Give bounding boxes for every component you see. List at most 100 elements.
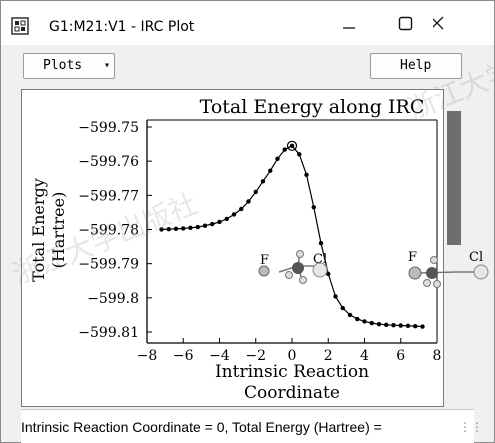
atom-label-cl: Cl (469, 250, 483, 265)
atom-label-f: F (260, 253, 269, 268)
data-point[interactable] (398, 323, 403, 328)
data-point[interactable] (289, 143, 295, 148)
x-tick-label: −2 (245, 348, 266, 364)
irc-chart: Total Energy along IRC −599.75−599.76−59… (29, 96, 442, 403)
x-axis-label: Intrinsic Reaction Coordinate (215, 362, 369, 403)
data-point[interactable] (239, 206, 244, 212)
data-point[interactable] (311, 205, 316, 210)
close-icon (430, 16, 444, 30)
h-atom (433, 280, 441, 288)
cl-atom (312, 262, 328, 278)
data-point[interactable] (318, 240, 324, 246)
x-tick-label: 8 (433, 348, 442, 364)
y-tick-label: −599.8 (87, 291, 139, 307)
plots-label: Plots (43, 58, 83, 73)
help-button[interactable]: Help (370, 53, 462, 79)
carbon-atom (292, 262, 304, 274)
minimize-icon (343, 27, 355, 29)
data-points (159, 140, 425, 329)
data-point[interactable] (195, 224, 200, 230)
y-tick-label: −599.81 (78, 325, 139, 341)
data-point[interactable] (275, 156, 280, 161)
cl-atom (473, 264, 489, 280)
x-tick-label: 2 (324, 348, 333, 364)
data-point[interactable] (384, 322, 389, 328)
data-point[interactable] (369, 320, 374, 326)
molecule-left: F Cl (258, 250, 328, 284)
data-point[interactable] (282, 147, 287, 152)
h-atom (299, 276, 307, 284)
data-point[interactable] (355, 316, 360, 322)
h-atom (430, 256, 438, 264)
data-point[interactable] (333, 294, 338, 299)
data-point[interactable] (260, 179, 266, 184)
h-atom (423, 279, 431, 287)
data-point[interactable] (304, 172, 309, 178)
data-point[interactable] (173, 226, 179, 232)
x-tick-label: −8 (137, 348, 158, 364)
data-point[interactable] (376, 321, 382, 327)
minimize-button[interactable] (321, 1, 377, 45)
data-point[interactable] (362, 319, 367, 324)
title-bar[interactable]: G1:M21:V1 - IRC Plot (1, 1, 494, 45)
data-point[interactable] (231, 212, 237, 217)
data-point[interactable] (181, 226, 186, 231)
data-point[interactable] (340, 305, 345, 311)
resize-grip-icon[interactable]: ⋮⋮ (459, 420, 483, 434)
data-point[interactable] (347, 312, 353, 318)
data-point[interactable] (268, 168, 273, 173)
data-point[interactable] (210, 221, 215, 227)
window-title: G1:M21:V1 - IRC Plot (49, 19, 195, 35)
atom-label-f: F (408, 250, 417, 265)
f-atom (258, 265, 270, 277)
data-point[interactable] (326, 271, 331, 277)
data-point[interactable] (224, 216, 229, 222)
atom-label-cl: Cl (313, 252, 327, 267)
status-bar: Intrinsic Reaction Coordinate = 0, Total… (21, 409, 483, 443)
data-point[interactable] (202, 223, 208, 228)
data-point[interactable] (188, 225, 193, 230)
status-text: Intrinsic Reaction Coordinate = 0, Total… (21, 419, 382, 435)
data-point[interactable] (166, 226, 171, 232)
plot-area: Total Energy along IRC −599.75 −599.76 −59… (21, 89, 444, 407)
energy-curve (161, 145, 423, 328)
molecule-right: F Cl (408, 250, 489, 288)
selected-point-marker (286, 140, 298, 151)
h-atom (296, 250, 304, 258)
x-tick-label: 4 (360, 348, 369, 364)
maximize-button[interactable] (377, 1, 433, 45)
data-point[interactable] (413, 323, 418, 329)
data-point[interactable] (159, 227, 164, 232)
x-tick-label: 6 (396, 348, 405, 364)
f-atom (408, 266, 422, 280)
y-tick-label: −599.78 (78, 223, 139, 239)
x-tick-label: −4 (209, 348, 230, 364)
x-tick-label: 0 (288, 348, 297, 364)
y-tick-label: −599.76 (78, 154, 139, 170)
help-label: Help (400, 58, 432, 73)
app-icon (11, 17, 29, 35)
plots-dropdown[interactable]: Plots ▾ (23, 53, 115, 79)
close-button[interactable] (430, 1, 489, 45)
data-point[interactable] (217, 219, 222, 225)
y-axis-label: Total Energy(Hartree) (29, 178, 68, 282)
chevron-down-icon: ▾ (104, 60, 111, 71)
y-tick-label: −599.79 (78, 257, 139, 273)
y-tick-label: −599.75 (78, 120, 139, 136)
x-ticks: −8 −6 −4 −2 0 2 4 6 8 (137, 338, 442, 364)
data-point[interactable] (420, 324, 425, 329)
y-tick-label: −599.77 (78, 188, 139, 204)
carbon-atom (426, 267, 438, 279)
data-point[interactable] (297, 152, 302, 157)
data-point[interactable] (253, 189, 258, 195)
chart-title: Total Energy along IRC (200, 96, 425, 118)
x-tick-label: −6 (173, 348, 194, 364)
scrollbar-thumb[interactable] (447, 111, 461, 245)
maximize-icon (398, 16, 413, 31)
y-ticks: −599.75 −599.76 −599.77 −599.78 −599.79 −599.… (78, 120, 152, 341)
data-point[interactable] (246, 199, 251, 204)
data-point[interactable] (405, 323, 411, 329)
data-point[interactable] (391, 322, 396, 328)
h-atom (285, 271, 293, 279)
